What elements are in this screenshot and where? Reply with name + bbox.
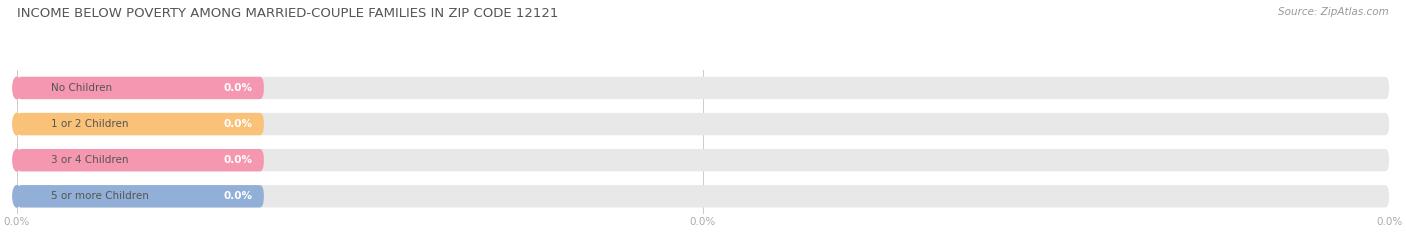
Text: INCOME BELOW POVERTY AMONG MARRIED-COUPLE FAMILIES IN ZIP CODE 12121: INCOME BELOW POVERTY AMONG MARRIED-COUPL… xyxy=(17,7,558,20)
FancyBboxPatch shape xyxy=(17,185,1389,208)
Text: 3 or 4 Children: 3 or 4 Children xyxy=(51,155,129,165)
Circle shape xyxy=(13,113,21,135)
Text: 0.0%: 0.0% xyxy=(224,119,253,129)
FancyBboxPatch shape xyxy=(17,185,264,208)
Text: 0.0%: 0.0% xyxy=(224,155,253,165)
Text: Source: ZipAtlas.com: Source: ZipAtlas.com xyxy=(1278,7,1389,17)
Text: 0.0%: 0.0% xyxy=(224,191,253,201)
FancyBboxPatch shape xyxy=(17,149,1389,171)
Circle shape xyxy=(13,149,21,171)
Text: 5 or more Children: 5 or more Children xyxy=(51,191,149,201)
Text: 1 or 2 Children: 1 or 2 Children xyxy=(51,119,129,129)
Text: No Children: No Children xyxy=(51,83,112,93)
Circle shape xyxy=(13,77,21,99)
FancyBboxPatch shape xyxy=(17,113,264,135)
FancyBboxPatch shape xyxy=(17,77,1389,99)
FancyBboxPatch shape xyxy=(17,113,1389,135)
FancyBboxPatch shape xyxy=(17,77,264,99)
Circle shape xyxy=(13,185,21,207)
FancyBboxPatch shape xyxy=(17,149,264,171)
Text: 0.0%: 0.0% xyxy=(224,83,253,93)
